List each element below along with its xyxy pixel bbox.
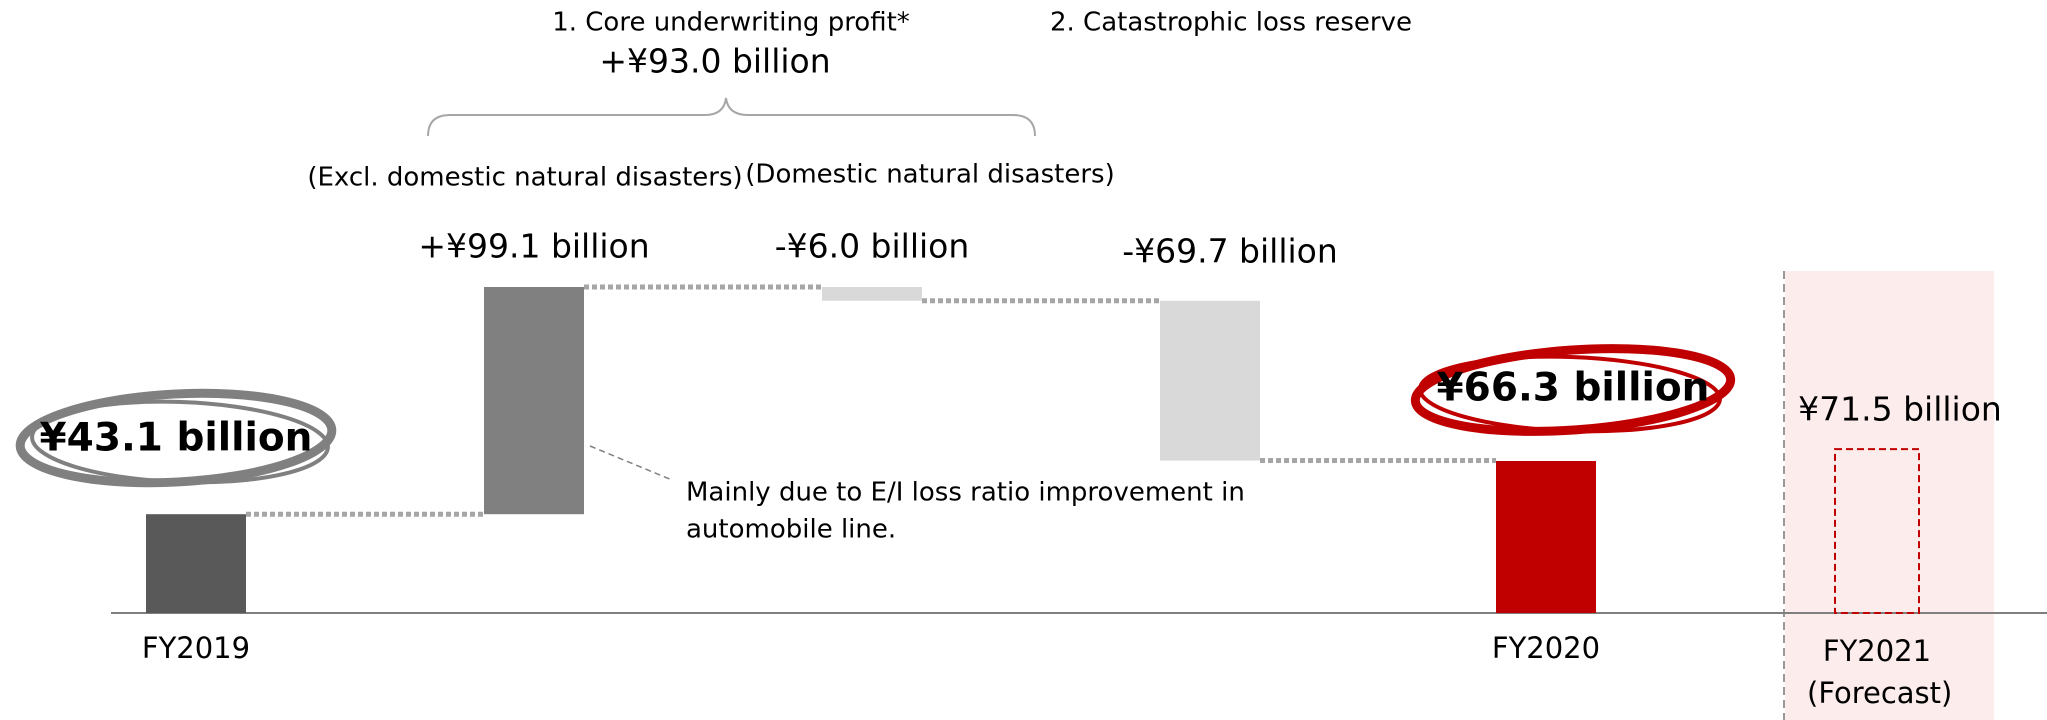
data-label: ¥66.3 billion bbox=[1437, 366, 1710, 411]
data-label: -¥6.0 billion bbox=[775, 227, 970, 266]
bar bbox=[1834, 448, 1920, 614]
group-left-label: (Excl. domestic natural disasters) bbox=[307, 163, 742, 193]
highlight-ring bbox=[30, 399, 330, 485]
bar bbox=[146, 514, 246, 613]
x-tick-label: FY2021 (Forecast) bbox=[1807, 634, 1953, 710]
x-tick-label: FY2019 bbox=[141, 631, 251, 665]
note-line: Mainly due to E/I loss ratio improvement… bbox=[686, 478, 1245, 508]
bar bbox=[1160, 300, 1260, 461]
bar bbox=[1496, 461, 1596, 613]
x-tick-label: FY2020 bbox=[1491, 631, 1601, 665]
data-label: ¥43.1 billion bbox=[40, 416, 313, 461]
bar bbox=[484, 287, 584, 515]
reserve-title: 2. Catastrophic loss reserve bbox=[1050, 8, 1412, 38]
group-total: +¥93.0 billion bbox=[599, 42, 830, 81]
group-right-label: (Domestic natural disasters) bbox=[745, 160, 1114, 190]
bar bbox=[822, 287, 922, 301]
data-label: -¥69.7 billion bbox=[1122, 232, 1338, 271]
note-line: automobile line. bbox=[686, 515, 896, 545]
highlight-ring bbox=[1418, 354, 1722, 434]
forecast-region bbox=[1785, 271, 1994, 720]
group-brace bbox=[427, 97, 1036, 137]
data-label: ¥71.5 billion bbox=[1798, 390, 2002, 429]
note-leader bbox=[589, 445, 673, 481]
group-title: 1. Core underwriting profit* bbox=[552, 8, 910, 38]
data-label: +¥99.1 billion bbox=[418, 227, 649, 266]
